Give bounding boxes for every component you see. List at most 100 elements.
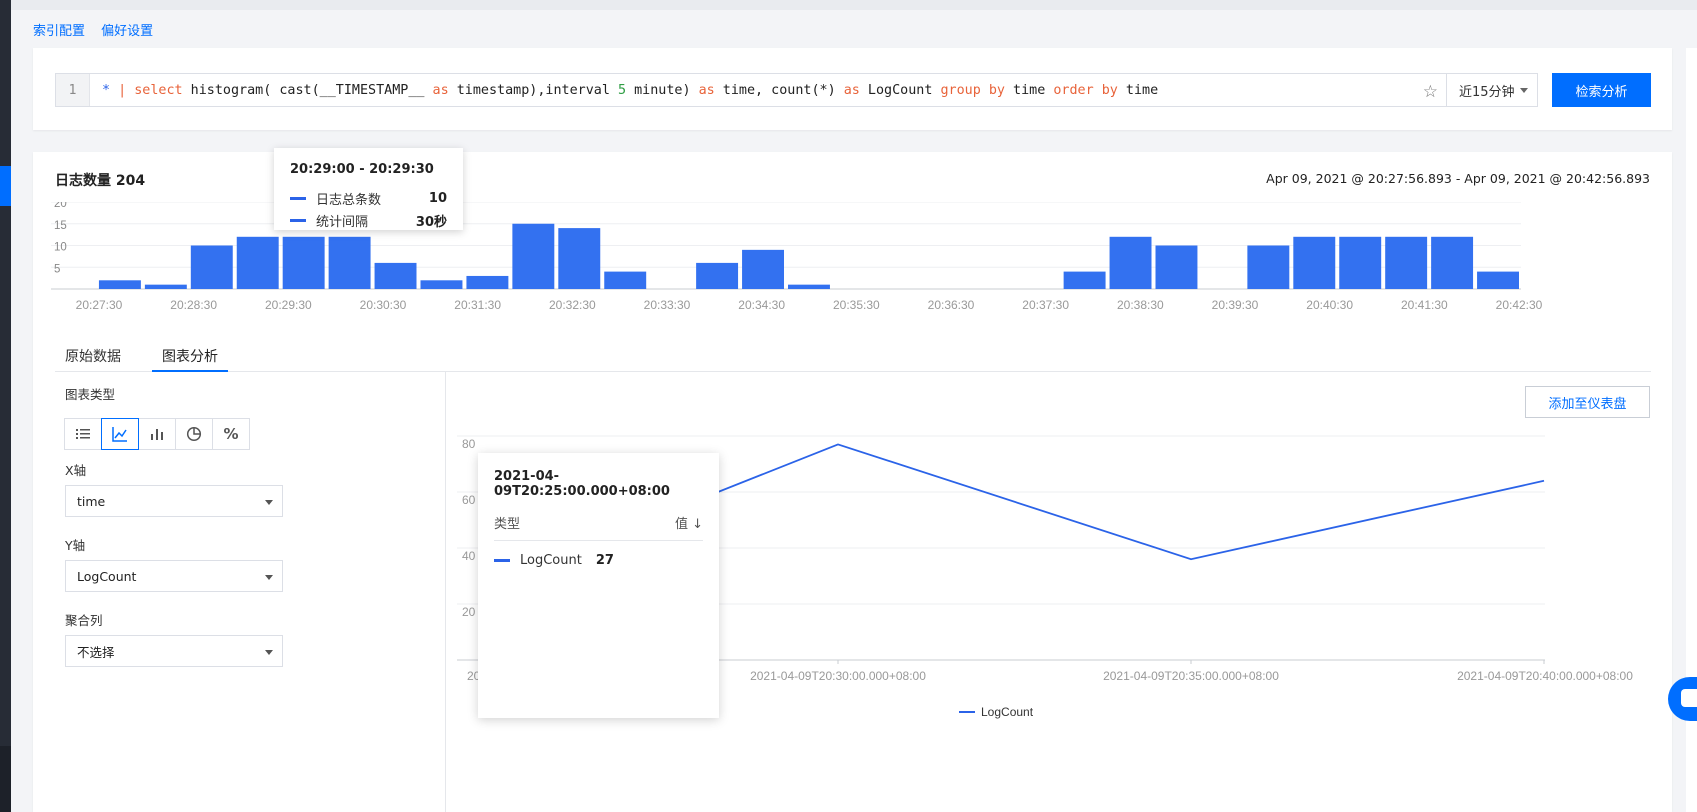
chat-support-button[interactable] — [1668, 677, 1697, 721]
right-edge — [1686, 48, 1697, 812]
query-text[interactable]: * | select histogram( cast(__TIMESTAMP__… — [90, 83, 1446, 98]
query-token: minute) — [626, 82, 699, 98]
series-swatch — [494, 559, 510, 562]
tab-chart-analysis[interactable]: 图表分析 — [152, 342, 228, 372]
histogram-bar — [604, 271, 647, 289]
histogram-x-tick: 20:30:30 — [360, 298, 407, 312]
query-token: time — [1117, 82, 1159, 98]
preferences-link[interactable]: 偏好设置 — [101, 24, 154, 39]
histogram-bar — [512, 223, 555, 289]
result-tabs: 原始数据 图表分析 — [55, 342, 1651, 372]
value-column-header[interactable]: 值 ↓ — [674, 517, 703, 532]
tooltip-row-total: 日志总条数 10 — [290, 187, 447, 209]
histogram-bar — [374, 262, 417, 289]
group-column-label: 聚合列 — [65, 613, 103, 628]
query-token: histogram( cast(__TIMESTAMP__ — [182, 82, 433, 98]
chart-type-table[interactable] — [64, 418, 102, 450]
search-analyze-button[interactable]: 检索分析 — [1552, 73, 1651, 107]
log-count-title: 日志数量 204 — [55, 173, 146, 189]
histogram-bar — [236, 236, 279, 289]
histogram-y-tick: 20 — [54, 202, 67, 210]
histogram-bar — [696, 262, 739, 289]
line-tooltip-header: 类型 值 ↓ — [494, 513, 703, 541]
chart-x-tick: 2021-04-09T20:35:00.000+08:00 — [1103, 669, 1279, 683]
list-icon — [76, 429, 90, 439]
tooltip-interval-value: 30秒 — [415, 214, 447, 230]
chevron-down-icon — [265, 575, 273, 580]
line-tooltip-title: 2021-04-09T20:25:00.000+08:00 — [494, 469, 670, 499]
group-column-value: 不选择 — [77, 644, 115, 660]
chart-type-bar[interactable] — [138, 418, 176, 450]
query-token: timestamp),interval — [448, 82, 618, 98]
histogram-bar — [1477, 271, 1519, 289]
bar-chart-icon — [151, 429, 163, 440]
x-axis-value: time — [77, 493, 106, 509]
query-card: 1 * | select histogram( cast(__TIMESTAMP… — [33, 48, 1672, 130]
chart-type-line[interactable] — [101, 418, 139, 450]
histogram-bar — [1431, 236, 1474, 289]
type-column-header[interactable]: 类型 — [494, 517, 521, 532]
pie-chart-icon — [186, 426, 202, 442]
query-token: select — [134, 82, 183, 98]
query-token: as — [432, 82, 449, 98]
histogram-x-tick: 20:41:30 — [1401, 298, 1448, 312]
histogram-x-tick: 20:28:30 — [170, 298, 217, 312]
log-histogram[interactable]: 20 15 10 5 20:27:30 20:28:30 20:29:30 20:30:30 2… — [33, 202, 1672, 317]
query-token: | — [118, 82, 127, 98]
histogram-bar — [558, 228, 601, 289]
x-axis-label: X轴 — [65, 463, 87, 478]
tooltip-interval-label: 统计间隔 — [316, 214, 369, 230]
x-axis-select[interactable]: time — [65, 485, 283, 517]
line-number: 1 — [56, 74, 90, 106]
series-swatch — [290, 218, 306, 222]
chart-type-pie[interactable] — [175, 418, 213, 450]
histogram-bar — [328, 236, 371, 289]
histogram-bar — [420, 280, 463, 289]
histogram-bar — [144, 284, 187, 289]
y-axis-value: LogCount — [77, 568, 137, 584]
histogram-x-tick: 20:34:30 — [738, 298, 785, 312]
query-token: as — [843, 82, 860, 98]
left-nav-bar — [0, 0, 11, 812]
histogram-bar — [788, 284, 830, 289]
nav-active-marker — [0, 166, 11, 206]
histogram-y-tick: 10 — [54, 242, 67, 254]
query-token: group by — [940, 82, 1005, 98]
y-axis-label: Y轴 — [65, 538, 86, 553]
histogram-x-tick: 20:27:30 — [76, 298, 123, 312]
histogram-y-tick: 15 — [54, 220, 67, 232]
query-token: time — [1004, 82, 1054, 98]
histogram-x-tick: 20:37:30 — [1022, 298, 1069, 312]
histogram-bar — [282, 236, 325, 289]
histogram-x-tick: 20:38:30 — [1117, 298, 1164, 312]
time-range-select[interactable]: 近15分钟 — [1447, 73, 1538, 107]
tooltip-total-label: 日志总条数 — [316, 192, 382, 208]
histogram-bar — [742, 249, 784, 289]
histogram-bar — [1247, 245, 1290, 289]
add-to-dashboard-button[interactable]: 添加至仪表盘 — [1525, 386, 1650, 418]
index-config-link[interactable]: 索引配置 — [33, 24, 86, 39]
line-tooltip-row: LogCount 27 — [494, 553, 703, 568]
chart-config-panel: 图表类型 % X轴 time Y轴 LogCount — [55, 372, 446, 812]
query-editor[interactable]: 1 * | select histogram( cast(__TIMESTAMP… — [55, 73, 1447, 107]
results-card: 日志数量 204 Apr 09, 2021 @ 20:27:56.893 - A… — [33, 148, 1672, 812]
star-icon[interactable]: ☆ — [1422, 82, 1438, 102]
histogram-x-tick: 20:42:30 — [1496, 298, 1543, 312]
chart-y-tick: 20 — [462, 605, 476, 619]
histogram-bar — [466, 275, 509, 289]
y-axis-select[interactable]: LogCount — [65, 560, 283, 592]
group-column-select[interactable]: 不选择 — [65, 635, 283, 667]
histogram-bar — [1339, 236, 1382, 289]
histogram-bar — [98, 280, 141, 289]
line-chart-icon — [112, 427, 127, 442]
histogram-bar — [1385, 236, 1428, 289]
top-strip — [11, 0, 1697, 10]
histogram-x-tick: 20:32:30 — [549, 298, 596, 312]
histogram-x-tick: 20:35:30 — [833, 298, 880, 312]
chart-type-percent[interactable]: % — [212, 418, 250, 450]
histogram-x-tick: 20:31:30 — [454, 298, 501, 312]
tab-raw-data[interactable]: 原始数据 — [65, 349, 121, 365]
query-token: as — [698, 82, 715, 98]
histogram-x-tick: 20:29:30 — [265, 298, 312, 312]
line-tooltip-value: 27 — [595, 553, 614, 568]
